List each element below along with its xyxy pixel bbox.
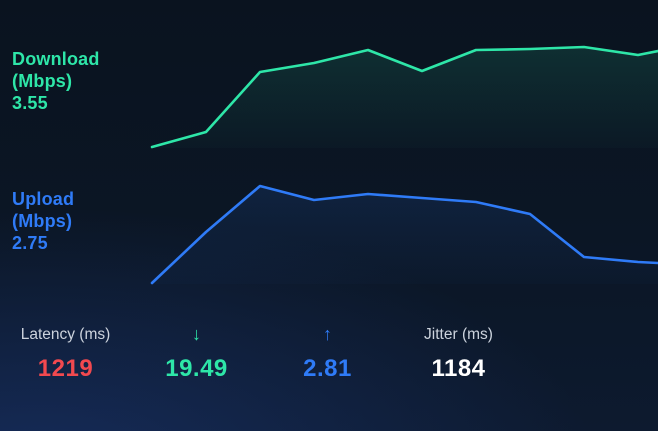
upload-speed-stat: ↑ 2.81 <box>262 324 393 382</box>
download-chart <box>150 45 658 149</box>
upload-metric: Upload (Mbps) 2.75 <box>12 188 74 254</box>
download-chart-area <box>152 47 658 148</box>
download-speed-value: 19.49 <box>165 355 228 382</box>
latency-stat: Latency (ms) 1219 <box>0 326 131 382</box>
download-arrow-icon: ↓ <box>192 324 201 344</box>
latency-label: Latency (ms) <box>20 326 111 343</box>
jitter-value: 1184 <box>431 355 486 382</box>
upload-chart <box>150 184 658 285</box>
upload-metric-name: Upload <box>12 189 75 209</box>
stats-row: Latency (ms) 1219 ↓ 19.49 ↑ 2.81 Jitter … <box>0 324 658 382</box>
jitter-stat: Jitter (ms) 1184 <box>393 326 524 382</box>
upload-metric-value: 2.75 <box>12 233 48 253</box>
upload-chart-line <box>150 184 658 285</box>
upload-speed-value: 2.81 <box>303 355 352 382</box>
download-metric-unit: (Mbps) <box>12 71 73 91</box>
upload-arrow-icon: ↑ <box>323 324 332 344</box>
download-chart-line <box>150 45 658 149</box>
download-metric-name: Download <box>12 49 100 69</box>
download-metric-value: 3.55 <box>12 93 48 113</box>
upload-chart-area <box>152 186 658 284</box>
jitter-label: Jitter (ms) <box>424 326 493 343</box>
download-metric: Download (Mbps) 3.55 <box>12 48 100 114</box>
upload-metric-unit: (Mbps) <box>12 211 73 231</box>
download-speed-stat: ↓ 19.49 <box>131 324 262 382</box>
latency-value: 1219 <box>37 355 94 382</box>
